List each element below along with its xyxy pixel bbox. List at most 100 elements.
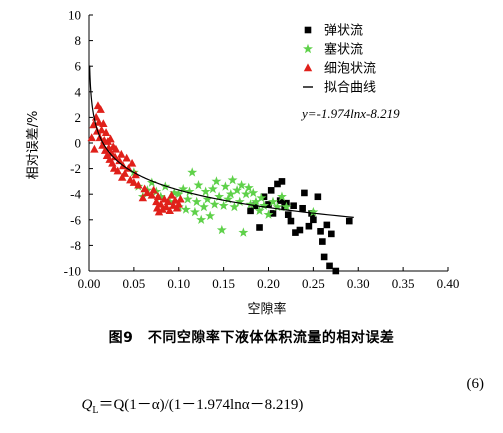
star-point <box>198 201 209 212</box>
star-point <box>245 199 256 209</box>
star-point <box>209 199 220 209</box>
star-point <box>220 181 231 191</box>
legend-triangle-icon <box>303 63 313 72</box>
star-point <box>229 201 240 212</box>
fit-curve <box>89 65 354 218</box>
triangle-point <box>120 169 130 177</box>
triangle-point <box>89 120 98 129</box>
x-tick-label: 0.30 <box>347 276 370 291</box>
star-point <box>234 196 245 207</box>
square-point <box>292 229 299 236</box>
y-tick-label: -10 <box>64 264 81 279</box>
triangle-point <box>134 180 143 189</box>
star-point <box>243 182 254 193</box>
triangle-point <box>167 190 176 199</box>
triangle-point <box>122 153 131 162</box>
star-point <box>263 209 274 219</box>
triangle-point <box>124 164 133 172</box>
y-tick-label: 8 <box>75 33 82 48</box>
star-point <box>227 174 238 185</box>
triangle-point <box>127 158 137 167</box>
square-point <box>276 197 284 204</box>
legend-label: 弹状流 <box>324 24 363 39</box>
y-tick-label: 0 <box>75 136 82 151</box>
triangle-point <box>158 204 167 213</box>
square-point <box>319 238 326 245</box>
triangle-point <box>154 207 164 216</box>
square-point <box>301 189 308 197</box>
star-point <box>191 196 202 207</box>
star-point <box>268 196 278 207</box>
triangle-point <box>87 133 96 142</box>
star-point <box>254 205 265 216</box>
square-point <box>328 230 335 238</box>
y-tick-label: -4 <box>70 187 81 202</box>
star-point <box>248 187 259 198</box>
triangle-point <box>96 105 105 113</box>
square-point <box>310 216 317 224</box>
x-tick-label: 0.25 <box>302 276 325 291</box>
star-point <box>196 214 207 225</box>
triangle-point <box>110 152 120 161</box>
formula-line: QL＝Q(1－α)/(1－1.974lnα－8.219) (6) <box>74 376 485 433</box>
triangle-point <box>97 125 106 134</box>
star-point <box>272 201 283 212</box>
square-point <box>323 221 331 229</box>
triangle-point <box>129 178 139 186</box>
square-point <box>326 262 333 270</box>
star-point <box>277 191 287 201</box>
data-points <box>87 101 353 275</box>
star-point <box>236 180 247 190</box>
x-tick-label: 0.05 <box>123 276 146 291</box>
square-point <box>256 224 263 231</box>
y-tick-label: -2 <box>70 161 81 176</box>
formula-lhs: QL <box>81 397 99 416</box>
plot-frame <box>88 15 448 272</box>
star-point <box>187 167 198 177</box>
y-tick-label: -8 <box>70 238 81 253</box>
square-point <box>274 180 281 188</box>
x-tick-label: 0.15 <box>212 276 235 291</box>
triangle-point <box>111 144 121 153</box>
square-point <box>320 253 328 261</box>
square-point <box>267 187 275 194</box>
star-point <box>241 189 252 199</box>
triangle-point <box>165 206 174 215</box>
star-point <box>205 210 216 221</box>
star-point <box>232 185 243 195</box>
triangle-point <box>90 144 99 153</box>
star-point <box>216 224 227 235</box>
square-point <box>296 226 304 234</box>
triangle-point <box>174 199 183 208</box>
star-point <box>281 201 292 212</box>
y-tick-label: 10 <box>68 8 81 23</box>
x-axis-label: 空隙率 <box>247 301 286 317</box>
square-point <box>284 211 292 218</box>
star-point <box>250 196 261 207</box>
triangle-point <box>147 190 157 199</box>
figure-caption: 图9 不同空隙率下液体体积流量的相对误差 <box>108 330 395 346</box>
legend-label: 细泡状流 <box>324 62 376 77</box>
legend-star-icon <box>303 43 313 54</box>
star-point <box>225 189 236 199</box>
legend-label: 拟合曲线 <box>324 81 376 96</box>
star-point <box>200 186 211 196</box>
star-point <box>182 194 193 204</box>
star-point <box>155 191 166 201</box>
star-point <box>211 176 222 186</box>
star-point <box>193 180 204 190</box>
square-point <box>299 204 306 212</box>
triangle-point <box>153 192 163 200</box>
star-point <box>184 186 195 196</box>
star-point <box>218 200 229 210</box>
triangle-point <box>99 119 108 127</box>
star-point <box>256 192 267 203</box>
triangle-point <box>115 156 124 165</box>
x-tick-label: 0.00 <box>78 276 101 291</box>
y-tick-label: 4 <box>75 84 82 99</box>
fit-equation: y=-1.974lnx-8.219 <box>300 106 400 121</box>
star-point <box>173 189 184 199</box>
triangle-point <box>117 149 126 158</box>
